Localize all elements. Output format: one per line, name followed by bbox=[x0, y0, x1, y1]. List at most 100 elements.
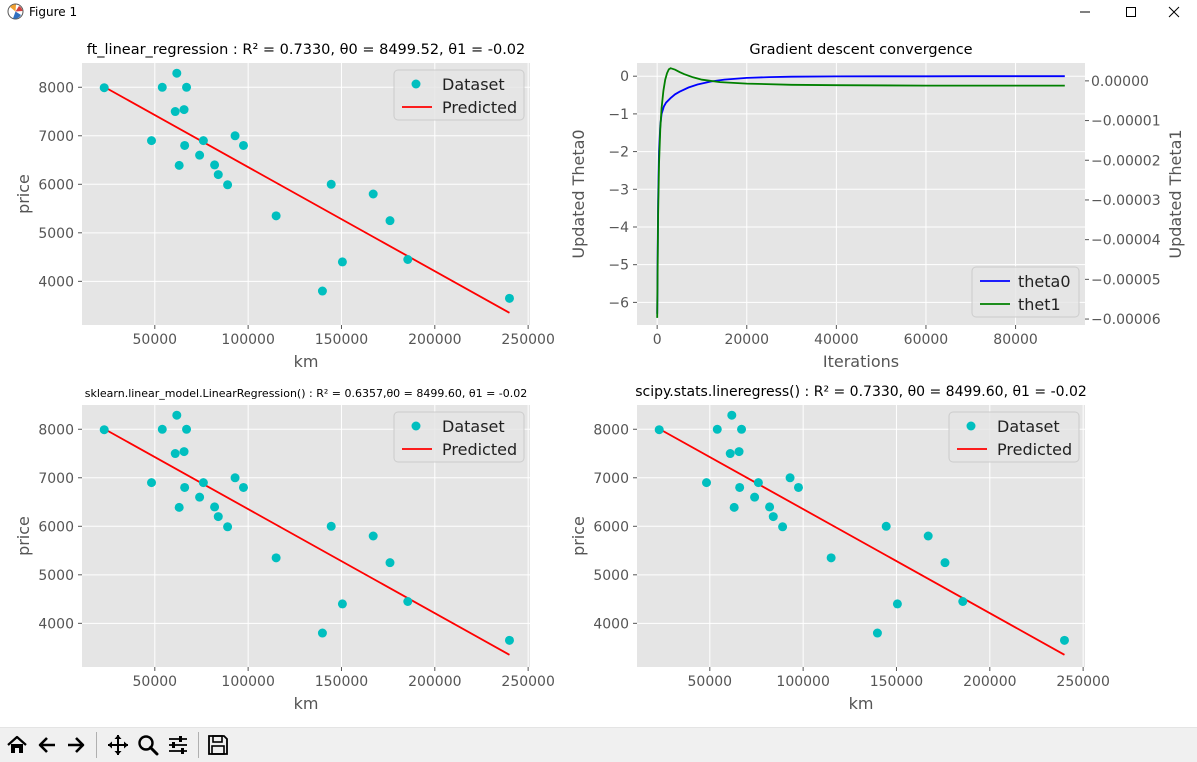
data-point bbox=[99, 83, 109, 93]
data-point bbox=[172, 68, 182, 78]
data-point bbox=[271, 211, 281, 221]
data-point bbox=[170, 107, 180, 117]
data-point bbox=[271, 553, 281, 563]
maximize-button[interactable] bbox=[1108, 0, 1154, 24]
data-point bbox=[180, 140, 190, 150]
y-axis-label: price bbox=[14, 174, 33, 214]
home-button[interactable] bbox=[3, 731, 31, 759]
configure-subplots-button[interactable] bbox=[164, 731, 192, 759]
y-right-tick-label: −0.00006 bbox=[1091, 312, 1161, 328]
forward-button[interactable] bbox=[62, 731, 90, 759]
data-point bbox=[182, 424, 192, 434]
data-point bbox=[317, 628, 327, 638]
y-tick-label: 6000 bbox=[593, 519, 629, 535]
x-tick-label: 250000 bbox=[1056, 674, 1109, 690]
back-icon bbox=[38, 737, 55, 753]
x-tick-label: 100000 bbox=[221, 332, 274, 348]
legend-predicted-label: Predicted bbox=[442, 440, 517, 459]
data-point bbox=[881, 521, 891, 531]
data-point bbox=[195, 150, 205, 160]
minimize-button[interactable] bbox=[1062, 0, 1108, 24]
save-button[interactable] bbox=[204, 731, 232, 759]
x-tick-label: 200000 bbox=[963, 674, 1016, 690]
legend-dataset-label: Dataset bbox=[442, 417, 505, 436]
data-point bbox=[403, 597, 413, 606]
pan-button[interactable] bbox=[104, 731, 132, 759]
y-tick-label: −1 bbox=[608, 107, 629, 123]
legend-theta1-label: thet1 bbox=[1018, 295, 1061, 314]
navigation-toolbar bbox=[0, 727, 1197, 762]
maximize-icon bbox=[1126, 7, 1136, 17]
data-point bbox=[385, 216, 395, 226]
data-point bbox=[230, 131, 240, 141]
subplot-4: 50000 100000 150000 200000 250000 4000 5000 600… bbox=[569, 384, 1110, 713]
data-point bbox=[157, 424, 167, 434]
y-tick-label: −5 bbox=[608, 258, 629, 274]
x-tick-label: 250000 bbox=[501, 332, 554, 348]
data-point bbox=[765, 502, 775, 512]
data-point bbox=[504, 293, 514, 303]
data-point bbox=[337, 257, 347, 267]
x-tick-label: 20000 bbox=[724, 332, 769, 348]
figure-canvas: 50000 100000 150000 200000 250000 4000 5000 600… bbox=[14, 42, 1185, 713]
x-axis-label: Iterations bbox=[823, 352, 899, 371]
data-point bbox=[826, 553, 836, 563]
x-tick-label: 50000 bbox=[133, 332, 178, 348]
y-tick-label: 7000 bbox=[38, 129, 74, 145]
forward-icon bbox=[68, 737, 85, 753]
data-point bbox=[99, 425, 109, 435]
data-point bbox=[750, 492, 760, 502]
y-tick-label: 5000 bbox=[38, 226, 74, 242]
x-tick-label: 150000 bbox=[315, 332, 368, 348]
toolbar-separator bbox=[96, 732, 97, 758]
data-point bbox=[504, 635, 514, 645]
data-point bbox=[737, 424, 747, 434]
y-right-tick-label: 0.00000 bbox=[1091, 74, 1149, 90]
x-tick-label: 40000 bbox=[814, 332, 859, 348]
x-tick-label: 60000 bbox=[904, 332, 949, 348]
x-tick-label: 200000 bbox=[408, 674, 461, 690]
chart-title: Gradient descent convergence bbox=[749, 42, 972, 58]
data-point bbox=[174, 160, 184, 170]
y-tick-label: 7000 bbox=[38, 471, 74, 487]
legend-dataset-label: Dataset bbox=[442, 75, 505, 94]
legend-dataset-label: Dataset bbox=[997, 417, 1060, 436]
data-point bbox=[180, 482, 190, 492]
data-point bbox=[958, 597, 968, 606]
y-tick-label: 4000 bbox=[38, 616, 74, 632]
y-tick-label: 4000 bbox=[38, 274, 74, 290]
data-point bbox=[734, 447, 744, 457]
y-tick-label: −2 bbox=[608, 145, 629, 161]
data-point bbox=[210, 160, 220, 170]
y-right-tick-label: −0.00005 bbox=[1091, 272, 1161, 288]
data-point bbox=[182, 82, 192, 92]
data-point bbox=[230, 473, 240, 483]
legend-dataset-marker bbox=[411, 79, 421, 89]
back-button[interactable] bbox=[33, 731, 61, 759]
chart-title: scipy.stats.lineregress() : R² = 0.7330,… bbox=[635, 384, 1087, 400]
y-tick-label: 7000 bbox=[593, 471, 629, 487]
toolbar-separator bbox=[198, 732, 199, 758]
x-tick-label: 80000 bbox=[993, 332, 1038, 348]
data-point bbox=[174, 502, 184, 512]
predicted-line bbox=[658, 428, 1065, 656]
data-point bbox=[940, 558, 950, 568]
data-point bbox=[326, 179, 336, 189]
legend-dataset-marker bbox=[411, 421, 421, 431]
x-tick-label: 100000 bbox=[776, 674, 829, 690]
close-button[interactable] bbox=[1151, 0, 1197, 24]
data-point bbox=[195, 492, 205, 502]
data-point bbox=[157, 82, 167, 92]
pan-icon bbox=[108, 735, 128, 755]
data-point bbox=[223, 522, 233, 532]
data-point bbox=[213, 170, 223, 180]
series-line-thet1 bbox=[656, 67, 1065, 318]
y-tick-label: 8000 bbox=[38, 80, 74, 96]
zoom-icon bbox=[138, 735, 159, 756]
minimize-icon bbox=[1080, 11, 1090, 13]
save-icon bbox=[208, 735, 228, 755]
data-point bbox=[213, 512, 223, 522]
y-tick-label: −3 bbox=[608, 182, 629, 198]
zoom-button[interactable] bbox=[134, 731, 162, 759]
legend-predicted-label: Predicted bbox=[997, 440, 1072, 459]
